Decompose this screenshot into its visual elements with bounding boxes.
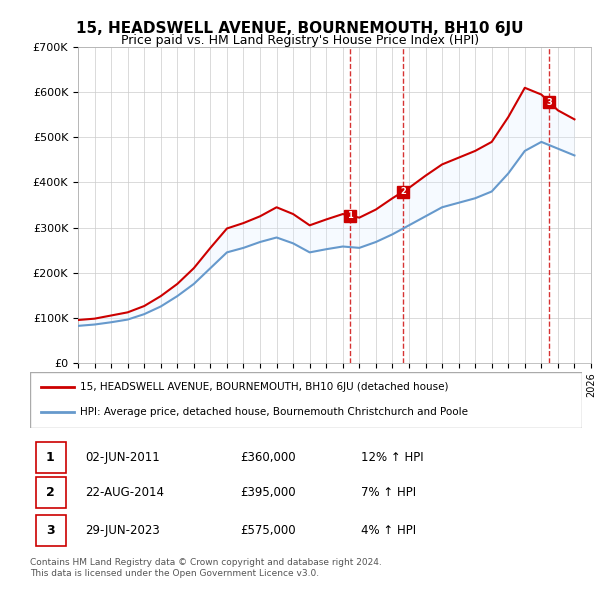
Text: 1: 1 <box>347 211 353 220</box>
Text: 12% ↑ HPI: 12% ↑ HPI <box>361 451 424 464</box>
Text: 15, HEADSWELL AVENUE, BOURNEMOUTH, BH10 6JU (detached house): 15, HEADSWELL AVENUE, BOURNEMOUTH, BH10 … <box>80 382 448 392</box>
Text: 29-JUN-2023: 29-JUN-2023 <box>85 524 160 537</box>
FancyBboxPatch shape <box>30 372 582 428</box>
Text: 3: 3 <box>46 524 55 537</box>
Text: 3: 3 <box>547 98 553 107</box>
FancyBboxPatch shape <box>35 515 66 546</box>
Text: 15, HEADSWELL AVENUE, BOURNEMOUTH, BH10 6JU: 15, HEADSWELL AVENUE, BOURNEMOUTH, BH10 … <box>76 21 524 35</box>
Text: 2: 2 <box>46 486 55 499</box>
FancyBboxPatch shape <box>35 442 66 473</box>
Text: This data is licensed under the Open Government Licence v3.0.: This data is licensed under the Open Gov… <box>30 569 319 578</box>
Text: HPI: Average price, detached house, Bournemouth Christchurch and Poole: HPI: Average price, detached house, Bour… <box>80 407 467 417</box>
Text: 22-AUG-2014: 22-AUG-2014 <box>85 486 164 499</box>
FancyBboxPatch shape <box>35 477 66 508</box>
Text: 2: 2 <box>400 187 406 196</box>
Text: Price paid vs. HM Land Registry's House Price Index (HPI): Price paid vs. HM Land Registry's House … <box>121 34 479 47</box>
Text: 02-JUN-2011: 02-JUN-2011 <box>85 451 160 464</box>
Text: £360,000: £360,000 <box>240 451 295 464</box>
Text: Contains HM Land Registry data © Crown copyright and database right 2024.: Contains HM Land Registry data © Crown c… <box>30 558 382 566</box>
Text: 1: 1 <box>46 451 55 464</box>
Text: 4% ↑ HPI: 4% ↑ HPI <box>361 524 416 537</box>
Text: 7% ↑ HPI: 7% ↑ HPI <box>361 486 416 499</box>
Text: £575,000: £575,000 <box>240 524 295 537</box>
Text: £395,000: £395,000 <box>240 486 295 499</box>
